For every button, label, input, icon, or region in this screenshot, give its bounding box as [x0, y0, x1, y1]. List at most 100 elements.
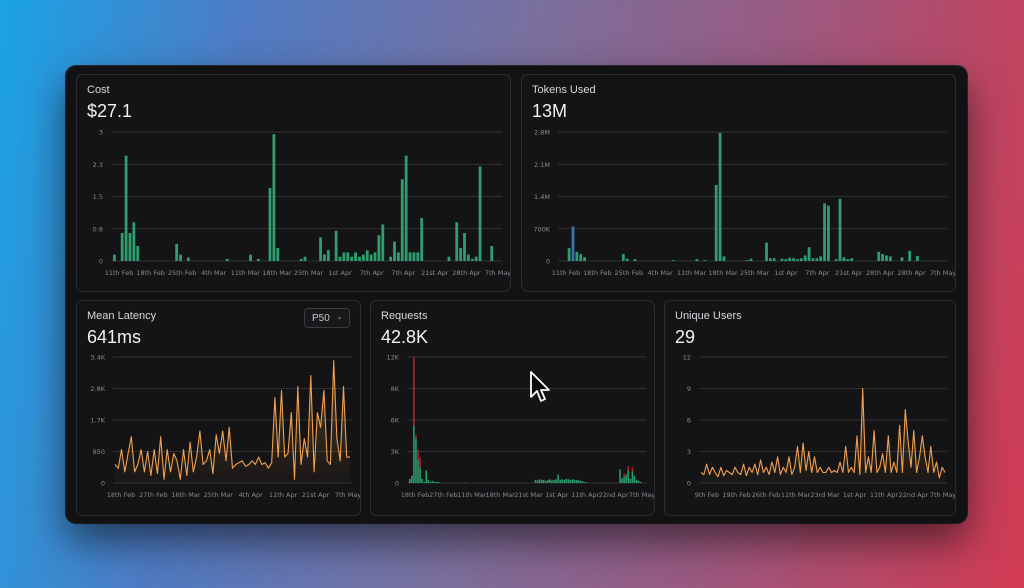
card-title: Cost	[87, 84, 110, 96]
bar-error	[417, 449, 419, 460]
bar	[908, 250, 912, 261]
bar	[703, 260, 706, 261]
tokens-card[interactable]: Tokens Used 13M 2.8M 2.1M 1.4M 700K 0 11th Fe…	[521, 74, 956, 292]
x-tick-label: 18th Feb	[136, 269, 165, 277]
requests-card[interactable]: Requests 42.8K 12K 8K 6K 3K 0 18th Feb 27th Fe…	[370, 300, 655, 516]
bar	[276, 248, 280, 261]
bar	[338, 256, 342, 261]
cost-card[interactable]: Cost $27.1 3 2.3 1.5 0.8 0 11th Feb 18th Feb 25…	[76, 74, 511, 292]
x-tick-label: 28th Apr	[866, 269, 895, 277]
y-tick-label: 2.8K	[90, 385, 105, 393]
bar	[567, 248, 571, 261]
bar	[466, 254, 470, 261]
x-tick-label: 18th Feb	[401, 491, 430, 499]
x-tick-label: 21st Apr	[421, 269, 449, 277]
bar	[175, 243, 179, 261]
bar-success	[561, 479, 564, 483]
bar	[303, 256, 307, 261]
card-title: Mean Latency	[87, 310, 157, 322]
y-tick-label: 0	[101, 480, 105, 488]
bar-error	[631, 467, 634, 472]
y-tick-label: 1.5	[93, 193, 103, 201]
bar	[319, 237, 322, 261]
bar-success	[573, 479, 576, 483]
x-tick-label: 25th Mar	[294, 269, 324, 277]
bar-success	[540, 479, 543, 483]
x-tick-label: 11th Feb	[552, 269, 581, 277]
x-tick-label: 7th May	[930, 491, 956, 499]
x-tick-label: 22nd Apr	[599, 491, 629, 499]
x-tick-label: 9th Feb	[695, 491, 719, 499]
bar-success	[575, 479, 578, 483]
bar	[350, 256, 354, 261]
bar-success	[538, 479, 541, 483]
bar	[881, 254, 884, 261]
bar-success	[571, 479, 574, 483]
bar-success	[584, 481, 586, 483]
x-tick-label: 28th Apr	[897, 269, 926, 277]
bar-success	[464, 482, 467, 483]
mouse-pointer-icon	[530, 371, 550, 402]
users-card[interactable]: Unique Users 29 12 9 6 3 0 9th Feb 19th Feb 26t…	[664, 300, 956, 516]
bar	[772, 258, 776, 261]
y-tick-label: 2.3	[93, 161, 103, 169]
x-tick-label: 25th Feb	[168, 269, 197, 277]
bar	[474, 256, 478, 261]
bar	[888, 256, 892, 261]
bar	[877, 251, 881, 261]
bar	[490, 245, 494, 261]
bar	[792, 258, 795, 261]
bar-success	[637, 480, 640, 483]
y-tick-label: 3	[99, 129, 103, 137]
bar	[455, 222, 459, 261]
latency-card[interactable]: Mean Latency 641ms P50 ⌄ 3.4K 2.8K 1.7K 850…	[76, 300, 361, 516]
bar	[268, 187, 272, 261]
bar-success	[427, 479, 430, 483]
chevron-down-icon: ⌄	[336, 312, 343, 321]
bar	[179, 254, 182, 261]
bar-success	[567, 479, 570, 483]
bar-success	[419, 467, 421, 483]
dashboard-window: Cost $27.1 3 2.3 1.5 0.8 0 11th Feb 18th Feb 25…	[66, 66, 967, 523]
bar-success	[409, 478, 411, 483]
bar	[463, 233, 466, 261]
bar	[381, 224, 385, 261]
bar	[765, 242, 768, 261]
bar	[621, 254, 625, 261]
bar	[827, 205, 830, 261]
bar	[420, 218, 424, 261]
y-tick-label: 6	[687, 417, 691, 425]
bar	[823, 203, 826, 261]
bar	[846, 259, 850, 261]
bar	[225, 258, 229, 261]
x-tick-label: 11th Apr	[571, 491, 600, 499]
bar-success	[423, 481, 425, 483]
y-tick-label: 2.1M	[534, 161, 550, 169]
x-tick-label: 4th Apr	[239, 491, 263, 499]
x-tick-label: 21st Apr	[835, 269, 863, 277]
bar-success	[431, 480, 434, 483]
x-tick-label: 16th Mar	[171, 491, 201, 499]
bar	[323, 254, 326, 261]
bar-success	[586, 482, 588, 483]
bar	[120, 233, 124, 261]
y-tick-label: 0	[395, 480, 399, 488]
percentile-dropdown[interactable]: P50 ⌄	[304, 308, 350, 328]
x-tick-label: 4th Mar	[201, 269, 226, 277]
bar	[633, 259, 637, 261]
x-tick-label: 27th Feb	[429, 491, 458, 499]
bar	[373, 252, 377, 261]
bar	[834, 259, 838, 261]
bar-success	[627, 470, 629, 483]
series-line	[700, 387, 946, 479]
x-tick-label: 28th Apr	[452, 269, 481, 277]
series-line	[114, 360, 350, 480]
bar	[478, 166, 482, 261]
bar	[695, 259, 699, 261]
x-tick-label: 4th Mar	[648, 269, 673, 277]
x-tick-label: 7th Apr	[360, 269, 384, 277]
bar-success	[623, 476, 625, 483]
y-tick-label: 3.4K	[90, 354, 105, 362]
x-tick-label: 25th Mar	[740, 269, 770, 277]
